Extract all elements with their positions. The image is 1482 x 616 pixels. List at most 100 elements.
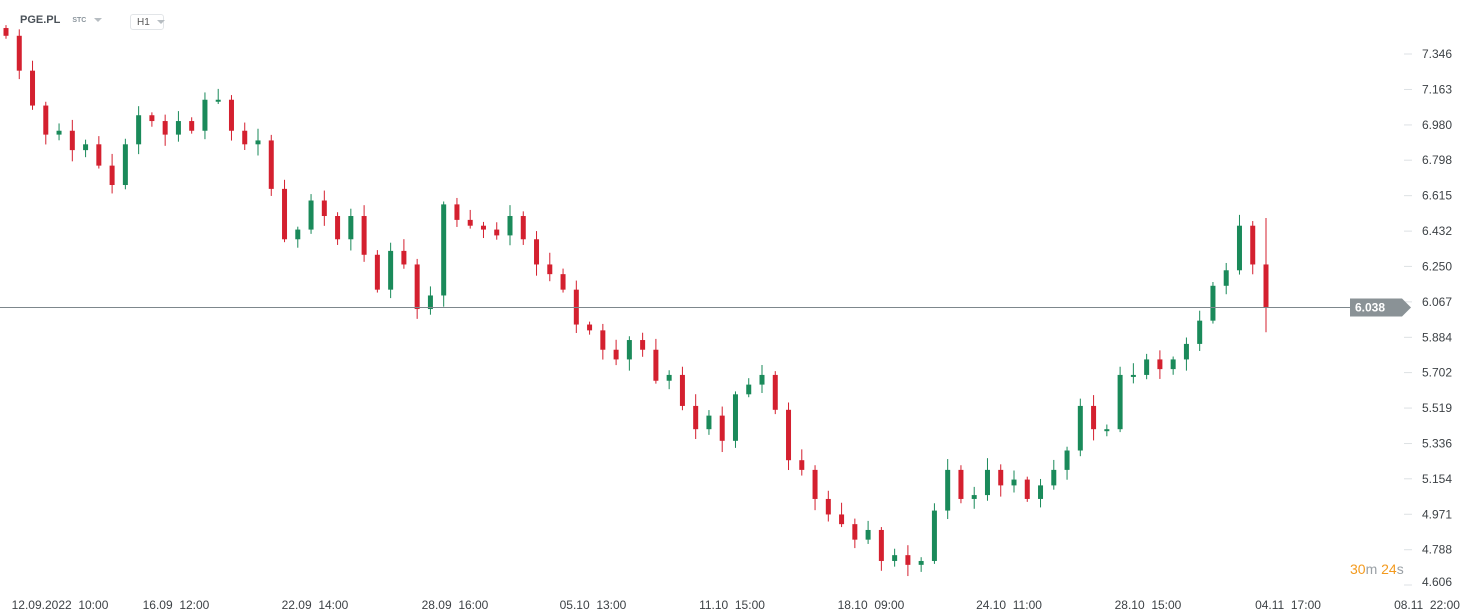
candle-down: [1263, 264, 1269, 308]
candle-down: [454, 204, 460, 220]
candle-up: [931, 510, 937, 561]
candle-down: [613, 349, 619, 360]
candle-up: [746, 384, 752, 395]
candle-up: [175, 121, 181, 135]
y-tick-label: 5.154: [1422, 472, 1452, 486]
chevron-down-icon: [156, 20, 165, 24]
candle-down: [401, 250, 407, 265]
y-tick-label: 6.980: [1422, 118, 1452, 132]
x-tick-label: 11.10 15:00: [699, 598, 765, 612]
candle-down: [534, 239, 540, 265]
candle-countdown: 30m 24s: [1350, 561, 1404, 577]
candle-down: [361, 216, 367, 255]
x-tick-label: 08.11 22:00: [1394, 598, 1460, 612]
x-tick-label: 16.09 12:00: [143, 598, 210, 612]
candle-down: [480, 225, 486, 230]
candle-down: [772, 374, 778, 410]
candle-down: [242, 130, 248, 145]
candle-up: [1104, 429, 1110, 432]
x-tick-label: 28.10 15:00: [1115, 598, 1182, 612]
candle-down: [679, 374, 685, 406]
countdown-seconds-unit: s: [1396, 561, 1404, 577]
candle-up: [984, 469, 990, 496]
candle-down: [839, 514, 845, 525]
candle-down: [467, 219, 473, 226]
candle-up: [1130, 374, 1136, 377]
candle-down: [560, 274, 566, 290]
candle-down: [43, 105, 49, 135]
candle-down: [1024, 479, 1030, 499]
candle-up: [1064, 450, 1070, 470]
candle-up: [918, 560, 924, 565]
chevron-down-icon[interactable]: [94, 18, 103, 22]
candle-down: [282, 188, 288, 240]
x-tick-label: 04.11 17:00: [1255, 598, 1321, 612]
candle-up: [56, 130, 62, 135]
timeframe-select[interactable]: H1: [130, 14, 165, 30]
candle-down: [905, 555, 911, 565]
timeframe-value: H1: [137, 16, 150, 28]
candle-up: [507, 216, 513, 236]
y-tick-label: 7.163: [1422, 82, 1452, 96]
candle-up: [1077, 405, 1083, 451]
candle-down: [600, 330, 606, 350]
candle-down: [374, 254, 380, 290]
x-tick-label: 24.10 11:00: [976, 598, 1042, 612]
candle-down: [494, 229, 500, 236]
y-tick-label: 4.971: [1422, 507, 1452, 521]
x-tick-label: 12.09.2022 10:00: [12, 598, 109, 612]
y-tick-label: 6.615: [1422, 189, 1452, 203]
candle-down: [653, 349, 659, 381]
candle-up: [1144, 359, 1150, 375]
candle-down: [825, 498, 831, 515]
y-tick-label: 6.432: [1422, 224, 1452, 238]
candle-down: [812, 469, 818, 499]
candle-down: [69, 130, 75, 151]
countdown-minutes: 30: [1350, 561, 1366, 577]
candle-up: [1011, 479, 1017, 486]
candle-up: [215, 99, 221, 102]
candle-down: [228, 99, 234, 131]
x-tick-label: 28.09 16:00: [422, 598, 489, 612]
candle-down: [719, 415, 725, 441]
candle-up: [295, 229, 301, 240]
candle-up: [1210, 285, 1216, 321]
candle-down: [1091, 405, 1097, 430]
candle-down: [693, 405, 699, 430]
instrument-header[interactable]: PGE.PL STC: [20, 14, 103, 26]
y-tick-label: 5.884: [1422, 330, 1452, 344]
current-price-label: 6.038: [1355, 300, 1385, 314]
candle-down: [799, 460, 805, 470]
candle-down: [414, 264, 420, 310]
candle-down: [149, 115, 155, 122]
candle-up: [759, 374, 765, 385]
candle-up: [732, 394, 738, 441]
candle-down: [189, 121, 195, 131]
candle-up: [308, 200, 314, 230]
candle-down: [321, 200, 327, 217]
candle-down: [162, 121, 168, 135]
y-tick-label: 6.250: [1422, 259, 1452, 273]
candle-up: [1051, 469, 1057, 486]
y-tick-label: 4.788: [1422, 543, 1452, 557]
candle-up: [626, 340, 632, 360]
x-tick-label: 05.10 13:00: [560, 598, 627, 612]
candle-up: [945, 469, 951, 511]
candle-down: [852, 524, 858, 540]
candle-down: [30, 70, 36, 106]
candle-down: [16, 35, 22, 71]
candle-up: [706, 415, 712, 430]
candle-up: [971, 495, 977, 499]
y-tick-label: 6.067: [1422, 295, 1452, 309]
countdown-seconds: 24: [1381, 561, 1397, 577]
candle-down: [786, 409, 792, 461]
candle-up: [136, 115, 142, 145]
candle-up: [388, 250, 394, 290]
x-tick-label: 22.09 14:00: [282, 598, 349, 612]
candle-up: [1197, 320, 1203, 344]
candle-up: [348, 216, 354, 240]
y-tick-label: 5.519: [1422, 401, 1452, 415]
candle-down: [587, 324, 593, 331]
candle-up: [1117, 374, 1123, 430]
